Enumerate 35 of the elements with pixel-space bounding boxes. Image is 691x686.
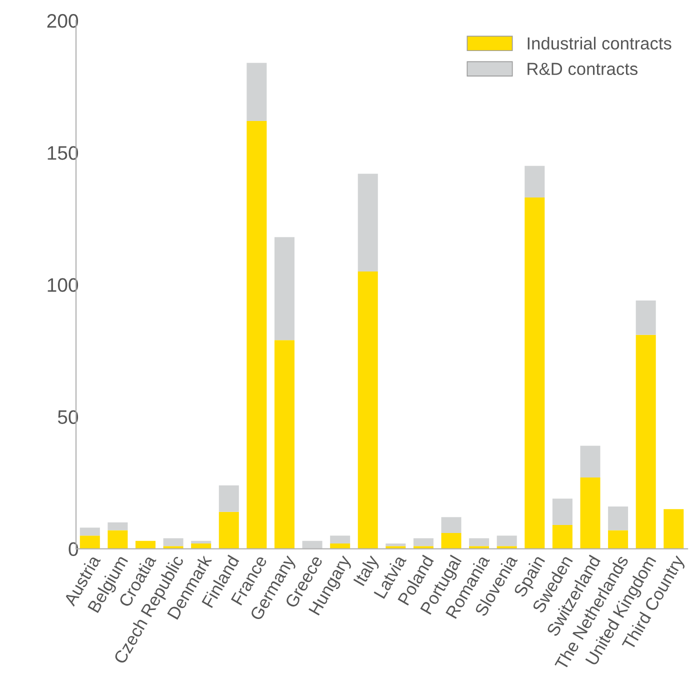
bar — [108, 522, 128, 530]
y-tick-label: 200 — [47, 14, 78, 28]
bar — [191, 540, 212, 544]
bar — [218, 485, 239, 512]
legend-label: Industrial contracts — [528, 36, 672, 50]
bar — [246, 62, 267, 121]
bar — [664, 509, 684, 549]
bar — [413, 538, 434, 546]
bar — [358, 174, 378, 272]
bar — [80, 536, 100, 549]
bar — [108, 530, 128, 549]
bar — [552, 525, 572, 549]
bar — [246, 120, 267, 549]
bar — [636, 300, 656, 335]
bar — [580, 477, 600, 549]
bar — [524, 166, 545, 198]
bar — [608, 530, 628, 549]
bar — [496, 536, 517, 546]
bar — [163, 538, 184, 546]
bar — [274, 340, 294, 549]
bar — [524, 198, 545, 549]
bar — [580, 446, 600, 478]
bar — [441, 517, 462, 533]
bar — [636, 334, 656, 549]
bar — [552, 498, 572, 526]
bar — [358, 271, 378, 549]
bar — [608, 506, 628, 530]
bar — [218, 512, 239, 549]
bar — [80, 528, 100, 536]
legend-label: R&D contracts — [528, 62, 638, 76]
bar — [386, 544, 406, 546]
bar — [274, 237, 294, 340]
bar — [441, 532, 462, 549]
bar — [469, 538, 490, 546]
bar — [330, 536, 350, 544]
